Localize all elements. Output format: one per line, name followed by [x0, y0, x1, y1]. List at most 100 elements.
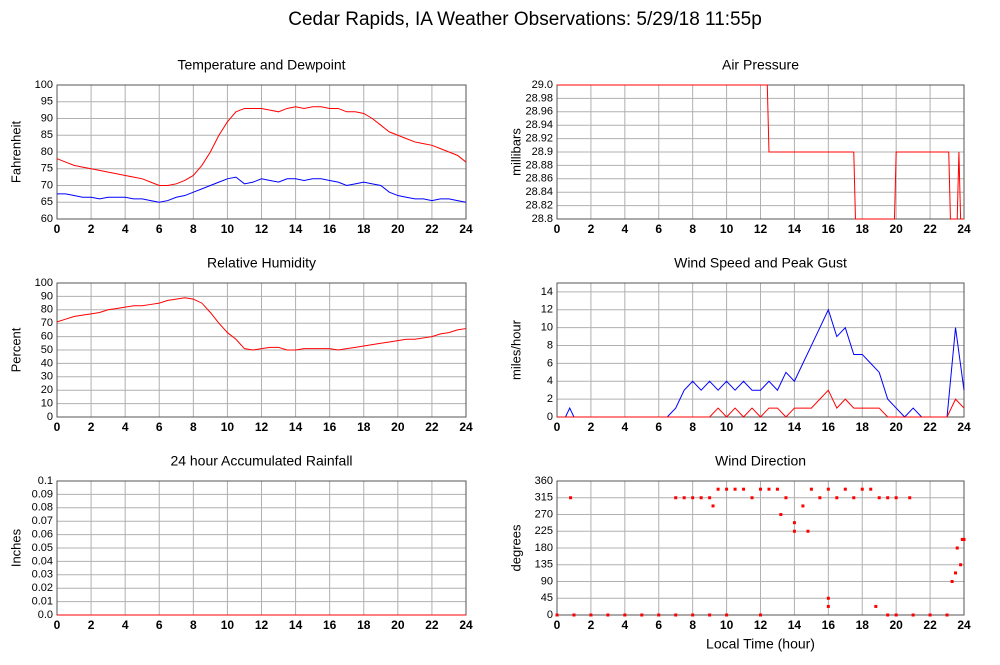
y-axis-label: miles/hour — [508, 319, 523, 380]
x-tick-label: 14 — [289, 618, 303, 632]
y-axis-label: degrees — [508, 524, 523, 571]
y-tick-label: 28.9 — [532, 146, 553, 158]
data-point — [606, 613, 610, 617]
data-line — [57, 176, 467, 203]
plot-frame — [56, 282, 467, 418]
y-tick-label: 0 — [47, 411, 53, 423]
data-line — [56, 297, 467, 351]
x-tick-label: 14 — [289, 222, 303, 236]
y-tick-label: 0.02 — [32, 582, 53, 594]
x-tick-label: 24 — [459, 420, 473, 434]
x-tick-label: 18 — [357, 222, 371, 236]
y-tick-label: 360 — [535, 475, 553, 487]
x-tick-label: 4 — [621, 222, 628, 236]
y-tick-label: 0.1 — [38, 475, 53, 487]
x-tick-label: 6 — [655, 420, 662, 434]
y-tick-label: 90 — [541, 575, 553, 587]
y-tick-label: 85 — [41, 129, 53, 141]
y-tick-label: 20 — [41, 384, 53, 396]
y-tick-label: 4 — [547, 375, 553, 387]
x-tick-label: 10 — [221, 222, 235, 236]
x-tick-label: 16 — [822, 222, 836, 236]
data-point — [809, 487, 813, 491]
data-point — [716, 487, 720, 491]
x-tick-label: 0 — [54, 222, 61, 236]
x-tick-label: 8 — [689, 222, 696, 236]
x-tick-label: 0 — [54, 420, 61, 434]
data-point — [775, 487, 779, 491]
data-point — [852, 496, 856, 500]
x-tick-label: 6 — [156, 420, 163, 434]
y-tick-label: 90 — [41, 290, 53, 302]
data-point — [945, 613, 949, 617]
data-point — [589, 613, 593, 617]
data-point — [691, 496, 695, 500]
x-tick-label: 2 — [88, 420, 95, 434]
data-point — [792, 529, 796, 533]
x-tick-label: 16 — [822, 618, 836, 632]
data-point — [818, 496, 822, 500]
x-tick-label: 6 — [655, 222, 662, 236]
x-tick-label: 4 — [621, 618, 628, 632]
data-point — [742, 487, 746, 491]
chart-title: 24 hour Accumulated Rainfall — [170, 453, 352, 469]
y-tick-label: 100 — [35, 79, 53, 91]
x-tick-label: 16 — [822, 420, 836, 434]
data-point — [826, 604, 830, 608]
data-point — [908, 496, 912, 500]
data-point — [759, 613, 762, 617]
x-tick-label: 8 — [190, 618, 197, 632]
data-point — [657, 613, 661, 617]
x-tick-label: 2 — [588, 222, 595, 236]
y-tick-label: 100 — [35, 277, 53, 289]
x-tick-label: 18 — [856, 618, 870, 632]
y-tick-label: 0.03 — [32, 569, 53, 581]
data-point — [806, 529, 810, 533]
data-point — [886, 613, 890, 617]
x-tick-label: 10 — [221, 618, 235, 632]
x-tick-label: 0 — [554, 420, 561, 434]
x-tick-label: 16 — [323, 222, 337, 236]
data-point — [869, 487, 873, 491]
x-tick-label: 0 — [554, 222, 561, 236]
data-point — [725, 487, 729, 491]
data-point — [725, 613, 729, 617]
y-tick-label: 0.0 — [38, 609, 53, 621]
y-tick-label: 30 — [41, 371, 53, 383]
data-point — [894, 496, 898, 500]
y-tick-label: 28.8 — [532, 213, 553, 225]
x-tick-label: 6 — [156, 222, 163, 236]
y-axis-label: Fahrenheit — [8, 121, 23, 184]
y-tick-label: 0.07 — [32, 515, 53, 527]
y-tick-label: 28.88 — [525, 159, 553, 171]
y-tick-label: 28.86 — [525, 173, 553, 185]
y-tick-label: 0.06 — [32, 529, 53, 541]
data-point — [792, 521, 796, 525]
y-tick-label: 29.0 — [532, 79, 553, 91]
data-point — [955, 546, 959, 550]
data-point — [954, 571, 958, 575]
chart-title: Air Pressure — [722, 57, 799, 73]
x-tick-label: 22 — [923, 618, 937, 632]
x-tick-label: 4 — [122, 420, 129, 434]
y-tick-label: 60 — [41, 331, 53, 343]
x-tick-label: 18 — [357, 420, 371, 434]
x-tick-label: 22 — [425, 222, 439, 236]
plot-frame — [56, 84, 467, 220]
x-tick-label: 2 — [588, 618, 595, 632]
x-tick-label: 12 — [255, 222, 269, 236]
x-tick-label: 20 — [889, 420, 903, 434]
y-tick-label: 10 — [41, 398, 53, 410]
data-point — [826, 487, 830, 491]
data-line — [56, 106, 467, 186]
data-point — [699, 496, 703, 500]
y-tick-label: 70 — [41, 317, 53, 329]
data-point — [826, 596, 830, 600]
data-point — [759, 487, 762, 491]
y-tick-label: 6 — [547, 357, 553, 369]
x-tick-label: 20 — [391, 420, 405, 434]
y-tick-label: 0.05 — [32, 542, 53, 554]
x-tick-label: 20 — [391, 618, 405, 632]
data-point — [674, 496, 678, 500]
x-tick-label: 2 — [588, 420, 595, 434]
